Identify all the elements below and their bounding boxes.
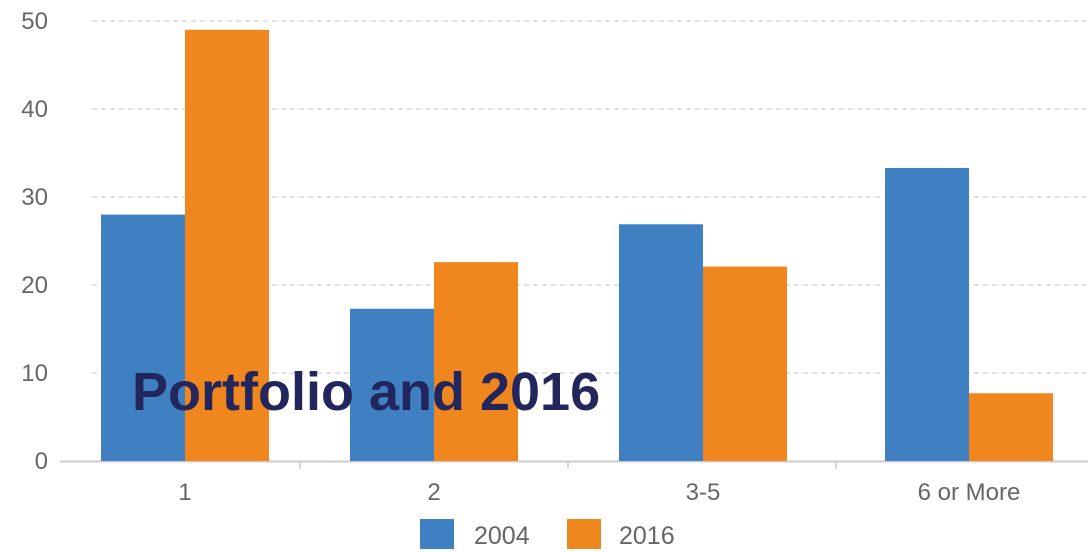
bar-2004-1 [101, 214, 185, 461]
x-tick-label-6-or-more: 6 or More [918, 479, 1021, 506]
x-axis [60, 460, 1088, 469]
legend-label-2016: 2016 [619, 522, 675, 550]
bar-2016-2 [434, 262, 518, 461]
x-axis-tick-labels: 1 2 3-5 6 or More [178, 479, 1020, 506]
y-tick-label-50: 50 [21, 8, 48, 35]
bar-2004-3-5 [619, 224, 703, 461]
legend-swatch-2004 [420, 519, 454, 549]
y-tick-label-20: 20 [21, 272, 48, 299]
legend-label-2004: 2004 [474, 522, 530, 550]
y-tick-label-10: 10 [21, 360, 48, 387]
bar-2016-3-5 [703, 266, 787, 461]
y-tick-label-40: 40 [21, 96, 48, 123]
bars [101, 29, 1053, 462]
x-tick-label-1: 1 [178, 479, 191, 506]
y-tick-label-0: 0 [35, 448, 48, 475]
y-tick-label-30: 30 [21, 184, 48, 211]
x-tick-label-3-5: 3-5 [686, 479, 721, 506]
legend-swatch-2016 [567, 519, 601, 549]
bar-2004-2 [350, 308, 434, 461]
bar-2004-6-or-more [885, 167, 969, 461]
bar-2016-6-or-more [969, 393, 1053, 461]
bar-2016-1 [185, 29, 269, 462]
legend: 2004 2016 [420, 519, 675, 550]
x-tick-label-2: 2 [427, 479, 440, 506]
overlay-title: Portfolio and 2016 [132, 362, 600, 422]
y-axis-tick-labels: 0 10 20 30 40 50 [21, 8, 48, 475]
